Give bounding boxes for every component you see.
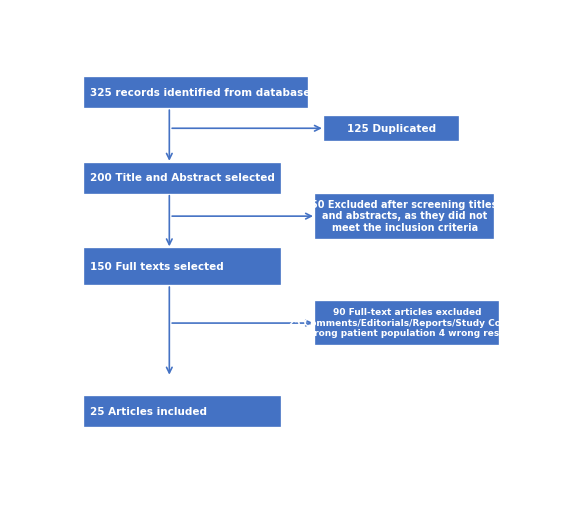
FancyBboxPatch shape: [85, 397, 280, 426]
Text: 25 Articles included: 25 Articles included: [91, 407, 207, 417]
Text: 150 Full texts selected: 150 Full texts selected: [91, 262, 224, 272]
FancyBboxPatch shape: [325, 117, 458, 140]
FancyBboxPatch shape: [85, 249, 280, 284]
Text: 50 Excluded after screening titles
and abstracts, as they did not
meet the inclu: 50 Excluded after screening titles and a…: [312, 199, 498, 233]
Text: 125 Duplicated: 125 Duplicated: [347, 124, 436, 134]
Text: 200 Title and Abstract selected: 200 Title and Abstract selected: [91, 173, 275, 183]
FancyBboxPatch shape: [316, 195, 493, 237]
FancyBboxPatch shape: [85, 164, 280, 193]
Text: 325 records identified from database search: 325 records identified from database sea…: [91, 88, 354, 97]
Text: 90 Full-text articles excluded
25 Comments/Editorials/Reports/Study Control
6 Wr: 90 Full-text articles excluded 25 Commen…: [288, 308, 525, 338]
FancyBboxPatch shape: [316, 301, 498, 344]
FancyBboxPatch shape: [85, 78, 307, 107]
